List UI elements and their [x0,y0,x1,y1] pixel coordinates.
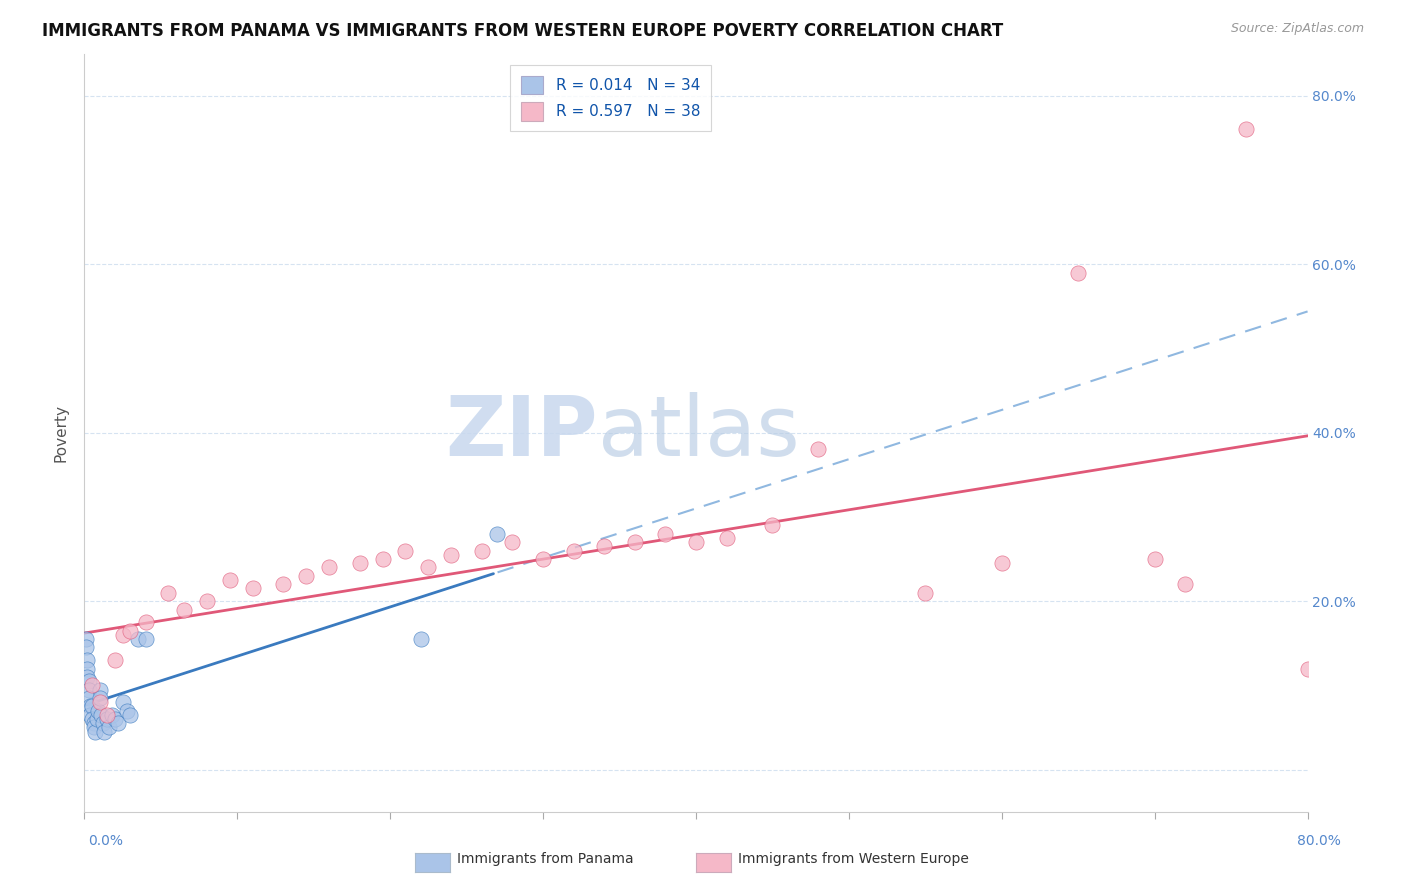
Point [991,556,1014,570]
Point [218,573,240,587]
Point [761,518,783,533]
Point [89,690,111,705]
Point [807,442,830,457]
Point [502,535,524,549]
Point [90,707,112,722]
Point [371,552,394,566]
Point [111,628,134,642]
Point [127,632,149,646]
Point [77,690,100,705]
Point [914,585,936,599]
Point [1296,661,1319,675]
Point [593,539,616,553]
Point [75,640,97,655]
Point [101,707,124,722]
Text: IMMIGRANTS FROM PANAMA VS IMMIGRANTS FROM WESTERN EUROPE POVERTY CORRELATION CHA: IMMIGRANTS FROM PANAMA VS IMMIGRANTS FRO… [42,22,1004,40]
Text: ZIP: ZIP [446,392,598,473]
Point [96,712,118,726]
Point [77,682,100,697]
Y-axis label: Poverty: Poverty [53,403,69,462]
Point [79,699,101,714]
Point [120,707,142,722]
Point [80,699,103,714]
Point [418,560,440,574]
Point [486,526,509,541]
Point [157,585,180,599]
Point [107,716,129,731]
Point [716,531,738,545]
Point [83,716,105,731]
Point [89,695,111,709]
Point [77,674,100,689]
Point [440,548,463,562]
Point [471,543,494,558]
Point [86,712,108,726]
Point [104,653,127,667]
Point [89,682,111,697]
Point [318,560,340,574]
Point [394,543,416,558]
Point [531,552,554,566]
Point [115,704,138,718]
Point [84,724,107,739]
Point [76,661,98,675]
Legend: R = 0.014   N = 34, R = 0.597   N = 38: R = 0.014 N = 34, R = 0.597 N = 38 [510,65,711,131]
Point [76,670,98,684]
Point [75,632,97,646]
Point [1143,552,1166,566]
Point [409,632,432,646]
Point [654,526,676,541]
Point [80,712,103,726]
Point [135,632,157,646]
Point [1174,577,1197,591]
Point [195,594,218,608]
Text: Immigrants from Panama: Immigrants from Panama [457,852,634,865]
Point [1236,122,1258,136]
Point [91,716,114,731]
Text: 0.0%: 0.0% [89,834,122,847]
Point [349,556,371,570]
Point [76,653,98,667]
Point [1067,266,1090,280]
Text: Immigrants from Western Europe: Immigrants from Western Europe [738,852,969,865]
Point [120,624,142,638]
Point [79,707,101,722]
Point [97,721,120,735]
Point [104,712,127,726]
Text: Source: ZipAtlas.com: Source: ZipAtlas.com [1230,22,1364,36]
Point [111,695,134,709]
Point [83,721,105,735]
Point [295,569,318,583]
Point [80,678,103,692]
Point [173,602,195,616]
Point [242,582,264,596]
Text: atlas: atlas [598,392,800,473]
Point [93,724,115,739]
Point [685,535,707,549]
Point [87,704,110,718]
Point [624,535,647,549]
Text: 80.0%: 80.0% [1296,834,1341,847]
Point [271,577,294,591]
Point [96,707,118,722]
Point [135,615,157,630]
Point [562,543,585,558]
